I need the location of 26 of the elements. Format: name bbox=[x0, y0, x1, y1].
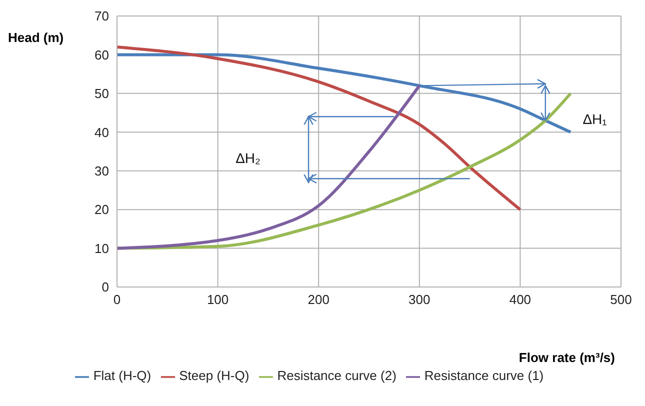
y-tick-label: 50 bbox=[94, 86, 109, 102]
y-tick-label: 70 bbox=[94, 8, 109, 24]
x-tick-label: 500 bbox=[610, 292, 632, 308]
legend-label: Steep (H-Q) bbox=[179, 368, 250, 383]
annotation: ΔH₁ bbox=[582, 111, 608, 128]
y-tick-label: 0 bbox=[102, 280, 109, 295]
line-series bbox=[117, 45, 522, 212]
y-tick-label: 30 bbox=[94, 163, 109, 178]
annotation: ΔH₂ bbox=[236, 150, 260, 166]
y-tick-label: 40 bbox=[94, 124, 109, 140]
x-tick-label: 300 bbox=[408, 292, 430, 308]
legend-label: Flat (H-Q) bbox=[93, 368, 152, 383]
legend-label: Resistance curve (1) bbox=[424, 368, 544, 383]
x-tick-label: 100 bbox=[206, 292, 229, 308]
line-series bbox=[117, 92, 572, 250]
x-axis-title: Flow rate (m³/s) bbox=[518, 350, 615, 365]
line-series bbox=[117, 53, 572, 134]
x-tick-label: 200 bbox=[308, 292, 330, 308]
x-tick-label: 400 bbox=[509, 292, 532, 308]
y-axis-title: Head (m) bbox=[8, 30, 64, 45]
y-tick-label: 20 bbox=[94, 202, 109, 218]
y-tick-label: 10 bbox=[94, 240, 109, 256]
line-series bbox=[117, 84, 421, 250]
y-tick-label: 60 bbox=[94, 47, 109, 62]
legend-label: Resistance curve (2) bbox=[277, 368, 396, 383]
x-tick-label: 0 bbox=[113, 292, 121, 308]
